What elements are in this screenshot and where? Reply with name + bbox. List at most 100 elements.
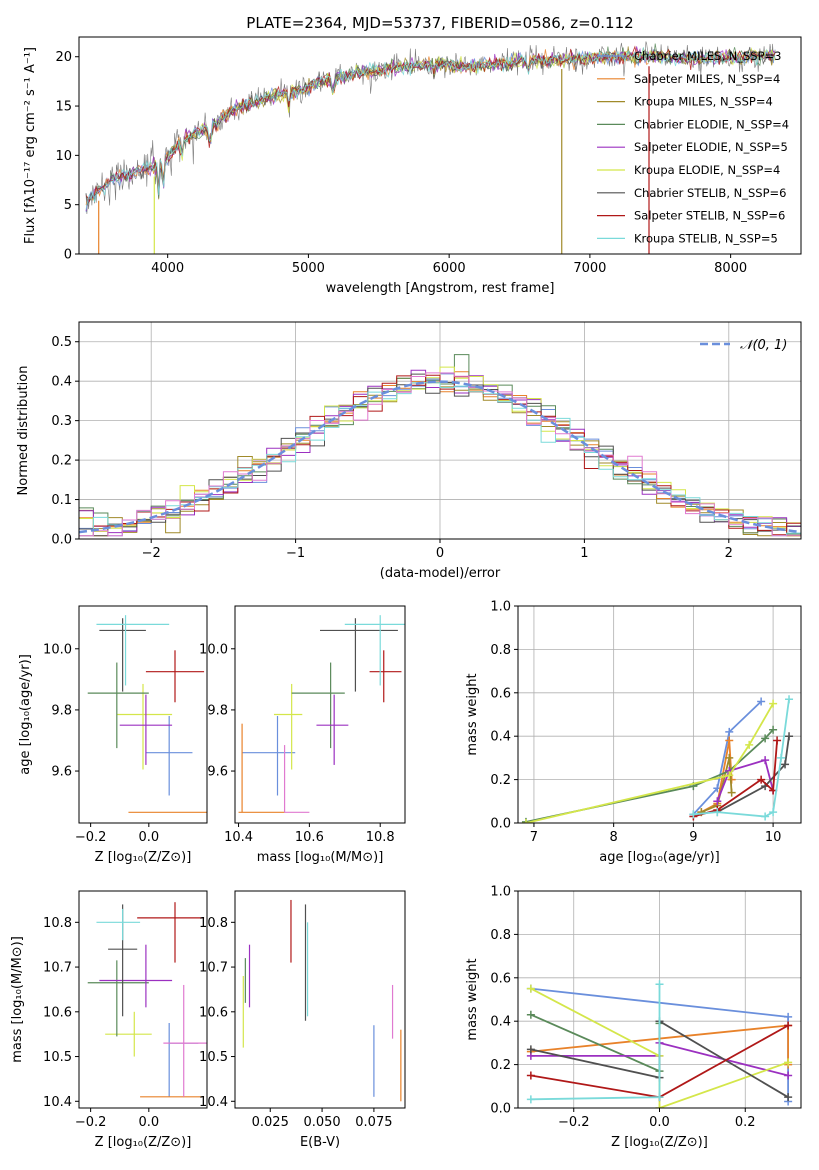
histogram-step-9 xyxy=(79,382,801,537)
x-tick-label: 0.075 xyxy=(355,1115,392,1130)
y-tick-label: 10.6 xyxy=(199,1005,228,1020)
legend: Chabrier MILES, N_SSP=3 Salpeter MILES, N… xyxy=(597,49,789,245)
plus-marker xyxy=(784,1093,793,1102)
plot-area xyxy=(87,902,207,1098)
y-tick-label: 10.5 xyxy=(43,1050,72,1065)
plus-marker xyxy=(769,699,778,708)
plus-marker xyxy=(784,1071,793,1080)
model-line-4 xyxy=(85,43,776,203)
axes-frame xyxy=(234,605,406,824)
x-tick-label: 0.050 xyxy=(303,1115,340,1130)
y-tick-label: 0.0 xyxy=(51,533,72,548)
plus-marker xyxy=(521,819,530,823)
plus-marker xyxy=(745,740,754,749)
errorbar-point-3 xyxy=(116,683,173,770)
plus-marker xyxy=(769,725,778,734)
y-tick-label: 0.4 xyxy=(51,375,72,390)
x-tick-label: 10.4 xyxy=(224,830,253,845)
axes-frame xyxy=(234,890,406,1109)
plus-marker xyxy=(526,1071,535,1080)
x-axis-label: E(B-V) xyxy=(300,1135,340,1150)
y-axis-label: mass weight xyxy=(465,673,480,755)
axes-frame xyxy=(78,321,802,540)
x-tick-label: 2 xyxy=(725,546,733,561)
y-tick-label: 0.6 xyxy=(490,686,511,701)
x-tick-label: 7 xyxy=(530,830,538,845)
y-tick-label: 0.2 xyxy=(51,454,72,469)
plus-marker xyxy=(725,736,734,745)
plus-marker xyxy=(785,732,794,741)
y-tick-label: 10.7 xyxy=(43,961,72,976)
y-tick-label: 0.0 xyxy=(490,1102,511,1117)
errorbar-point-1 xyxy=(145,716,193,796)
plus-marker xyxy=(725,771,734,780)
x-tick-label: 0.0 xyxy=(138,830,159,845)
y-tick-label: 10.8 xyxy=(43,916,72,931)
errorbar-point-8 xyxy=(344,615,405,686)
residual-histogram-panel: −2 −1 0 1 2 0.0 0.1 0.2 0.3 0.4 0.5 (data-model)/er… xyxy=(16,321,802,581)
x-tick-label: 10.6 xyxy=(295,830,324,845)
y-axis-label: mass [log₁₀(M/M⊙)] xyxy=(10,936,25,1063)
y-tick-label: 0.8 xyxy=(490,643,511,658)
errorbar-point-5 xyxy=(99,944,173,1008)
plus-marker xyxy=(757,775,766,784)
y-tick-label: 9.6 xyxy=(207,765,228,780)
errorbar-point-6 xyxy=(137,902,205,963)
plus-marker xyxy=(655,1093,664,1102)
mass-weight-line-6 xyxy=(525,703,774,823)
plot-area xyxy=(526,980,793,1108)
y-tick-label: 9.8 xyxy=(51,703,72,718)
plus-marker xyxy=(725,727,734,736)
plus-marker xyxy=(761,756,770,765)
y-axis-label: age [log₁₀(age/yr)] xyxy=(18,654,33,775)
x-axis-label: mass [log₁₀(M/M⊙)] xyxy=(257,850,384,865)
x-axis-label: age [log₁₀(age/yr)] xyxy=(599,850,720,865)
legend-entry: Kroupa STELIB, N_SSP=5 xyxy=(634,231,778,245)
errorbar-point-1 xyxy=(242,716,296,796)
y-tick-label: 0.8 xyxy=(490,928,511,943)
legend-entry: Chabrier STELIB, N_SSP=6 xyxy=(634,186,786,200)
plot-area xyxy=(238,615,405,813)
errorbar-point-4 xyxy=(87,960,149,1037)
plus-marker xyxy=(526,984,535,993)
x-axis-label: Z [log₁₀(Z/Z⊙)] xyxy=(95,850,192,865)
y-tick-label: 10.0 xyxy=(199,642,228,657)
y-tick-label: 0 xyxy=(64,248,72,263)
y-tick-label: 1.0 xyxy=(490,885,511,900)
x-tick-label: 9 xyxy=(689,830,697,845)
x-axis-label: wavelength [Angstrom, rest frame] xyxy=(326,281,555,296)
y-tick-label: 0.3 xyxy=(51,414,72,429)
plus-marker xyxy=(757,697,766,706)
errorbar-point-5 xyxy=(119,694,173,765)
axes-frame xyxy=(78,605,208,824)
mass-weight-line-4 xyxy=(525,729,774,823)
x-tick-label: 0 xyxy=(436,546,444,561)
plot-area xyxy=(79,354,801,537)
errorbar-point-7 xyxy=(320,618,398,692)
x-tick-label: −2 xyxy=(142,546,161,561)
x-tick-label: 6000 xyxy=(433,261,466,276)
chart-title: PLATE=2364, MJD=53737, FIBERID=0586, z=0… xyxy=(246,14,633,32)
axes-frame xyxy=(517,605,802,824)
y-tick-label: 0.6 xyxy=(490,971,511,986)
plus-marker xyxy=(761,734,770,743)
y-tick-label: 0.4 xyxy=(490,730,511,745)
y-tick-label: 10.8 xyxy=(199,916,228,931)
plus-marker xyxy=(526,1045,535,1054)
y-tick-label: 0.5 xyxy=(51,335,72,350)
plus-marker xyxy=(713,797,722,806)
y-tick-label: 10 xyxy=(55,149,72,164)
errorbar-point-3 xyxy=(273,683,303,770)
plus-marker xyxy=(784,1021,793,1030)
mass-weight-vs-age-panel: 7 8 9 10 0.0 0.2 0.4 0.6 0.8 1.0 age [log₁₀(age/yr… xyxy=(465,600,802,865)
y-tick-label: 0.1 xyxy=(51,493,72,508)
plus-marker xyxy=(769,808,778,817)
model-line-9 xyxy=(85,47,776,210)
y-axis-label: mass weight xyxy=(465,958,480,1040)
x-tick-label: 0.0 xyxy=(649,1115,670,1130)
mass-weight-line-8 xyxy=(530,984,661,1101)
x-tick-label: −0.2 xyxy=(558,1115,590,1130)
mass-weight-line-1 xyxy=(692,700,762,815)
legend: 𝒩(0, 1) xyxy=(700,338,787,353)
x-axis-label: Z [log₁₀(Z/Z⊙)] xyxy=(611,1135,708,1150)
